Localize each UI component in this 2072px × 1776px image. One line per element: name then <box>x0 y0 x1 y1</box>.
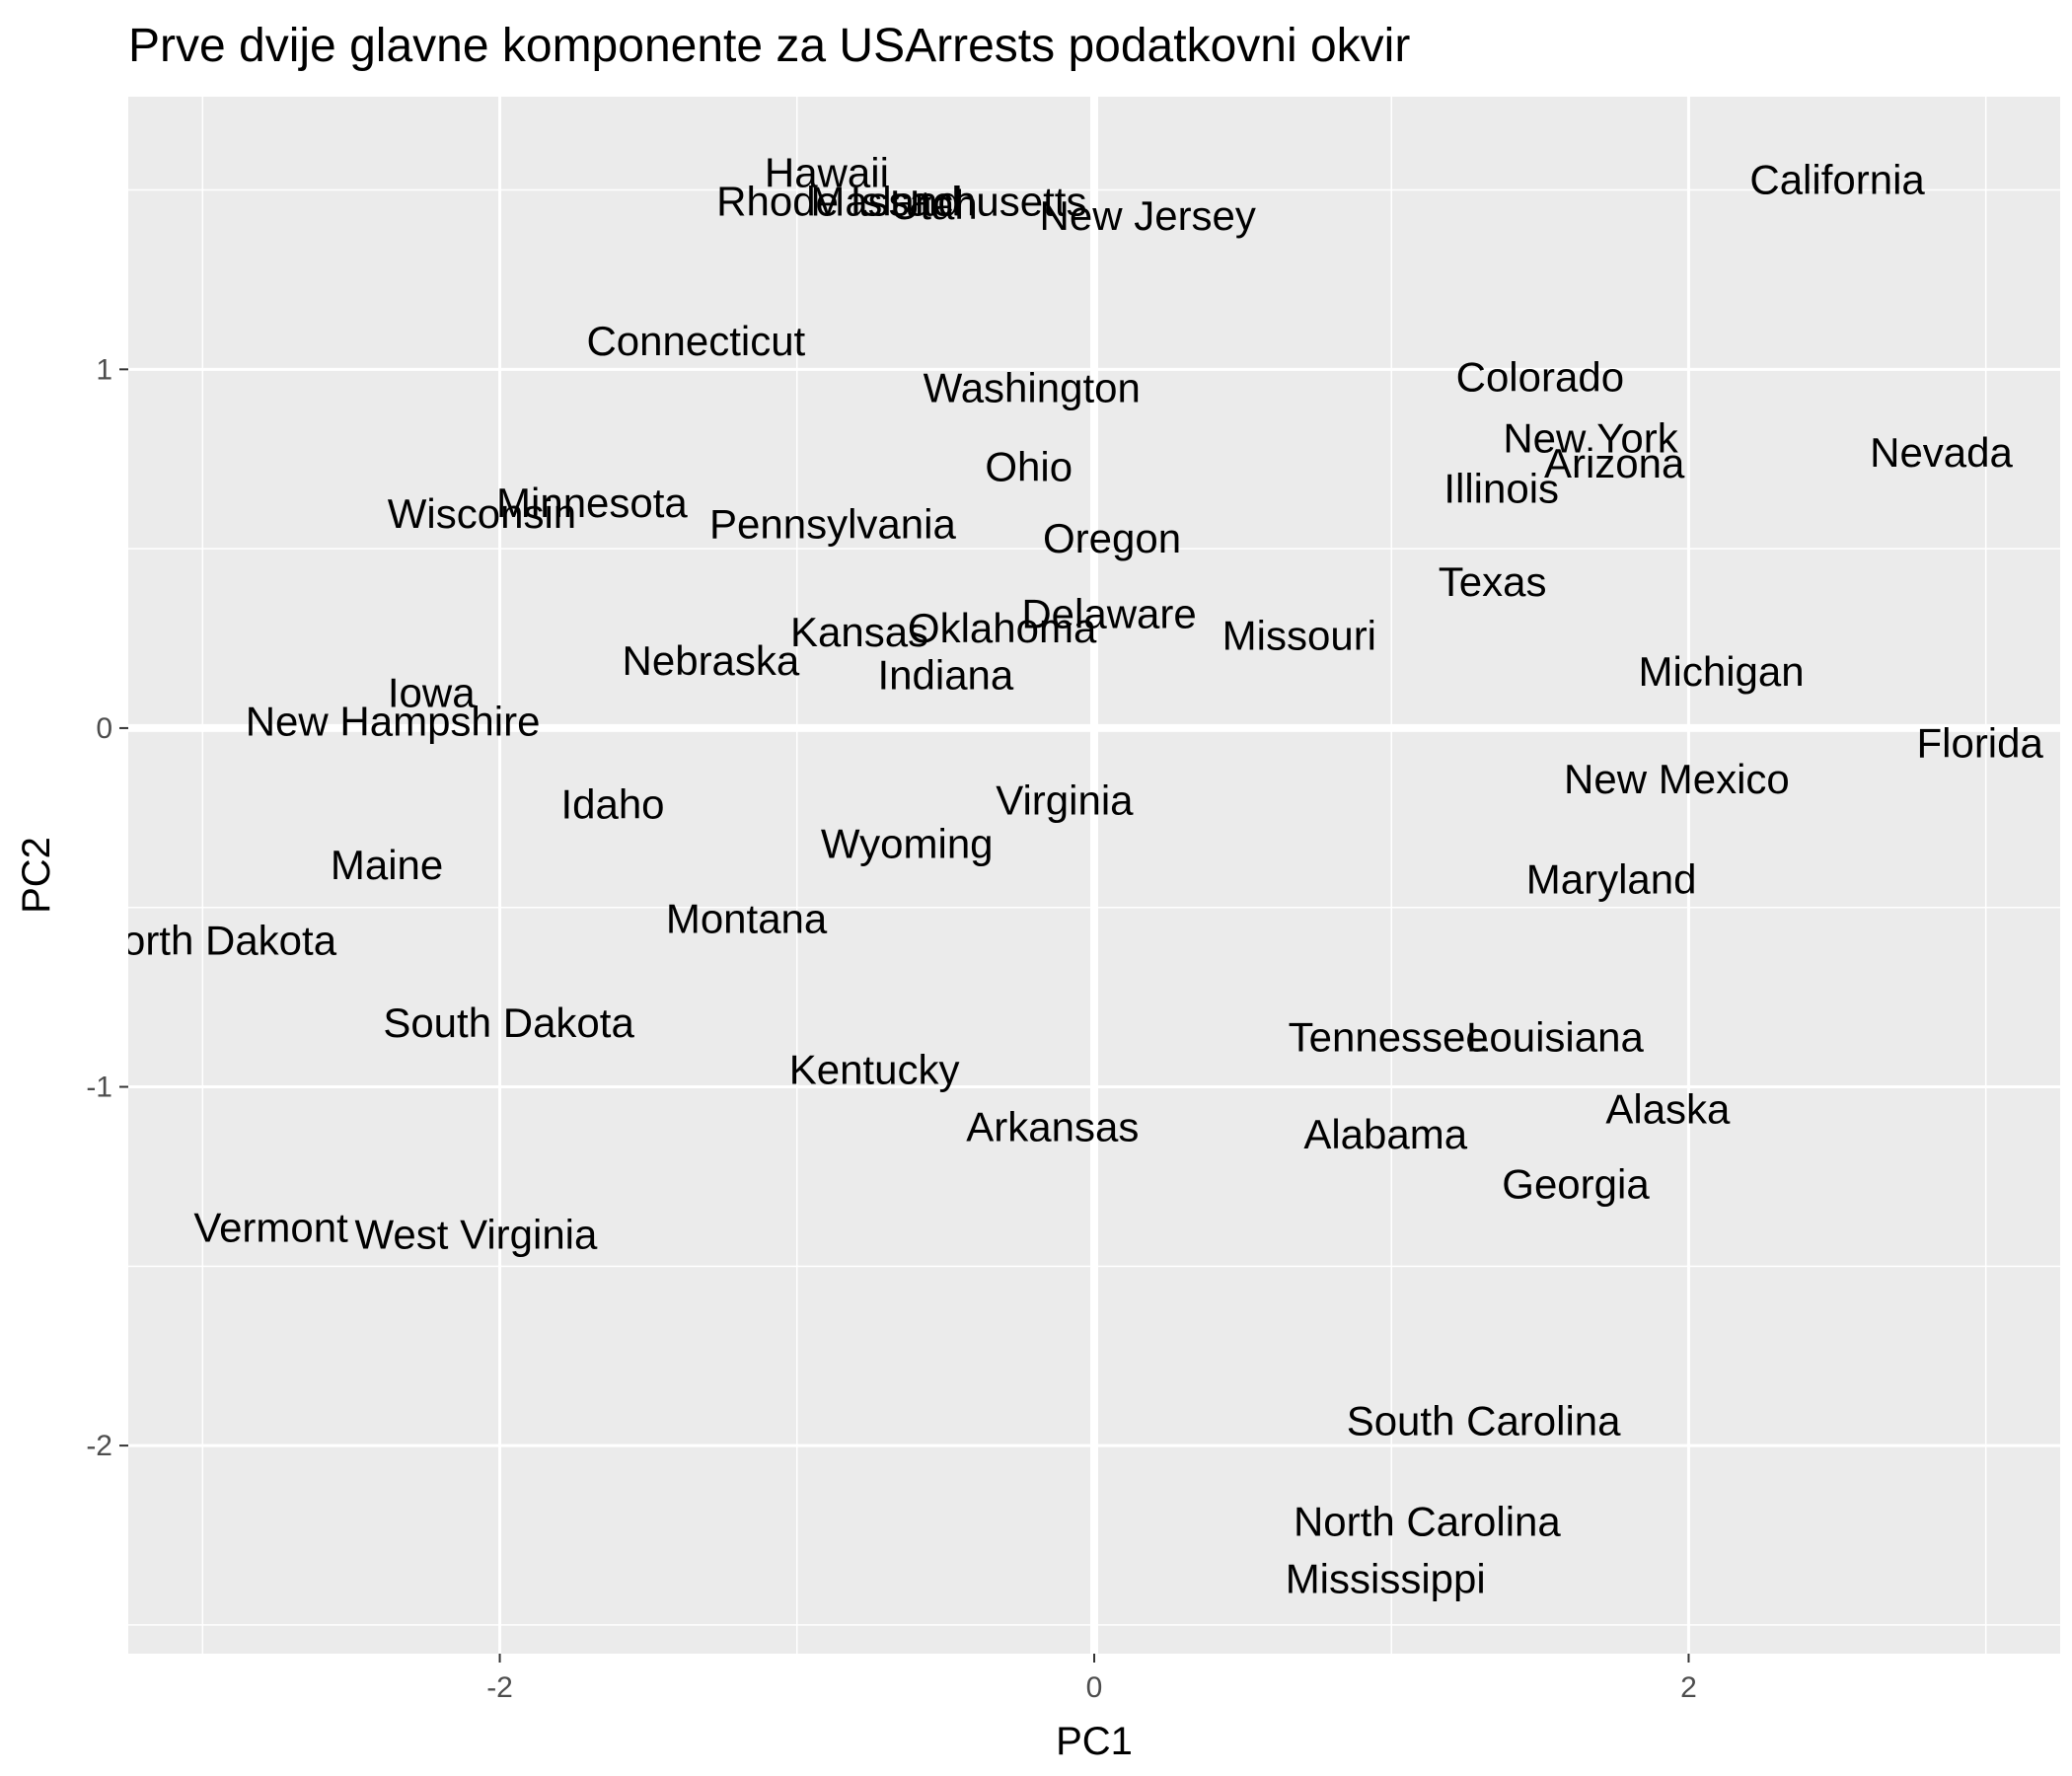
point-label: Vermont <box>193 1204 348 1250</box>
point-label: West Virginia <box>354 1212 598 1258</box>
point-label: North Dakota <box>93 917 337 963</box>
point-label: Pennsylvania <box>709 501 956 548</box>
point-label: New Mexico <box>1564 756 1790 802</box>
point-label: South Dakota <box>383 999 634 1046</box>
point-label: Texas <box>1439 558 1547 605</box>
point-label: Delaware <box>1021 591 1196 637</box>
point-label: North Carolina <box>1294 1498 1561 1544</box>
axis-tick-marks <box>119 368 1690 1663</box>
point-label: Nevada <box>1870 429 2013 476</box>
point-label: Maine <box>331 842 443 888</box>
x-tick-label: 2 <box>1680 1671 1697 1704</box>
point-label: New York <box>1503 414 1678 461</box>
point-label: Utah <box>890 182 978 228</box>
point-label: New Hampshire <box>246 699 541 745</box>
point-label: South Carolina <box>1347 1398 1621 1444</box>
x-tick-label: -2 <box>486 1671 513 1704</box>
point-label: Wyoming <box>821 820 994 866</box>
y-tick-label: -2 <box>86 1430 112 1462</box>
point-label: Arkansas <box>966 1104 1139 1150</box>
point-label: Idaho <box>560 780 664 827</box>
y-axis-title: PC2 <box>15 837 58 914</box>
point-label: Rhode Island <box>716 178 961 224</box>
x-axis-title: PC1 <box>1056 1720 1133 1763</box>
point-label: Alaska <box>1605 1085 1731 1132</box>
point-label: Maryland <box>1526 856 1697 903</box>
point-label: Massachusetts <box>810 178 1086 224</box>
point-label: Alabama <box>1303 1111 1467 1157</box>
point-label: Nebraska <box>623 637 800 684</box>
y-tick-label: 1 <box>96 353 112 386</box>
point-label: New Jersey <box>1040 192 1256 239</box>
point-label: Iowa <box>388 670 476 716</box>
chart-title: Prve dvije glavne komponente za USArrest… <box>128 20 1410 72</box>
point-label: Indiana <box>877 651 1013 698</box>
point-label: Georgia <box>1502 1161 1650 1208</box>
x-tick-label: 0 <box>1086 1671 1103 1704</box>
point-labels: Alabama Alaska Arizona Arkansas California Co… <box>93 149 2043 1602</box>
x-axis-tick-labels: -2 0 2 <box>486 1671 1697 1704</box>
y-tick-label: -1 <box>86 1072 112 1104</box>
point-label: Tennessee <box>1289 1014 1489 1061</box>
point-label: Oklahoma <box>908 605 1097 651</box>
point-label: Washington <box>924 365 1141 411</box>
point-label: Kentucky <box>789 1046 960 1092</box>
point-label: Minnesota <box>496 480 688 526</box>
point-label: Illinois <box>1443 465 1559 511</box>
point-label: Missouri <box>1222 612 1376 658</box>
point-label: Hawaii <box>765 149 889 195</box>
point-label: Kansas <box>790 609 928 655</box>
y-tick-label: 0 <box>96 712 112 745</box>
point-label: Virginia <box>996 777 1134 824</box>
point-label: Ohio <box>985 444 1073 490</box>
point-label: Connecticut <box>586 318 805 364</box>
point-label: California <box>1749 157 1925 203</box>
point-label: Louisiana <box>1466 1014 1644 1061</box>
major-gridlines <box>128 97 2060 1654</box>
point-label: Mississippi <box>1286 1556 1486 1602</box>
y-axis-tick-labels: -2 -1 0 1 <box>86 353 112 1462</box>
point-label: Wisconsin <box>388 490 576 537</box>
point-label: Michigan <box>1639 648 1805 695</box>
point-label: Colorado <box>1456 354 1624 401</box>
point-label: Arizona <box>1544 440 1685 486</box>
point-label: Oregon <box>1043 515 1181 561</box>
point-label: Florida <box>1916 719 2043 766</box>
point-label: Montana <box>666 896 828 942</box>
